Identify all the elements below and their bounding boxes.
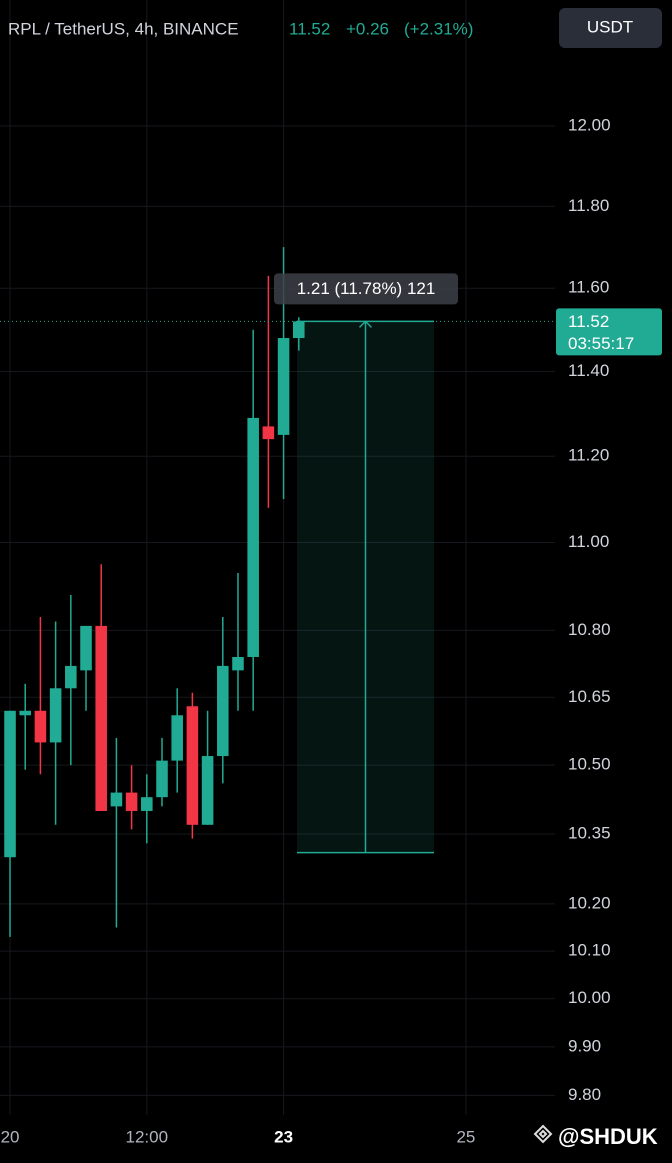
candle-body	[293, 321, 305, 339]
candle-body	[65, 665, 77, 689]
candle-body	[171, 715, 183, 761]
candle-body	[110, 792, 123, 807]
candle-body	[4, 710, 16, 858]
symbol-title: RPL / TetherUS, 4h, BINANCE	[8, 19, 239, 38]
candle-body	[95, 625, 107, 811]
candle-body	[186, 706, 199, 825]
candle-body	[125, 792, 138, 811]
price-tag	[556, 308, 662, 356]
candle-body	[262, 426, 275, 440]
candle-body	[247, 417, 259, 657]
measure-arrowhead	[358, 320, 373, 328]
y-tick-label: 10.65	[568, 687, 611, 706]
measure-label-box	[274, 273, 458, 305]
x-tick-label: 20	[1, 1127, 20, 1146]
measure-label: 1.21 (11.78%) 121	[297, 279, 436, 298]
currency-label[interactable]: USDT	[587, 17, 633, 36]
candle-body	[49, 688, 62, 743]
y-tick-label: 10.35	[568, 824, 611, 843]
y-tick-label: 11.40	[568, 361, 609, 380]
candle-body	[19, 710, 32, 716]
y-tick-label: 12.00	[568, 115, 611, 134]
candle-body	[34, 710, 47, 743]
x-tick-label: 12:00	[126, 1127, 169, 1146]
watermark: @SHDUK	[558, 1124, 658, 1149]
y-tick-label: 11.20	[568, 446, 609, 465]
candle-body	[141, 797, 153, 811]
candle-body	[277, 338, 290, 435]
y-tick-label: 10.10	[568, 941, 611, 960]
y-tick-label: 10.00	[568, 988, 611, 1007]
price-tag-label: 11.52	[568, 312, 609, 331]
header-price: 11.52	[289, 19, 330, 38]
y-tick-label: 11.80	[568, 196, 609, 215]
x-tick-label: 23	[274, 1127, 293, 1146]
countdown: 03:55:17	[568, 334, 634, 353]
watermark-logo	[533, 1124, 553, 1144]
x-tick-label: 25	[456, 1127, 475, 1146]
candle-body	[232, 656, 244, 671]
candle-body	[80, 625, 92, 671]
y-tick-label: 10.20	[568, 893, 611, 912]
y-tick-label: 11.00	[568, 532, 609, 551]
candle-body	[156, 760, 168, 798]
currency-button[interactable]	[559, 8, 662, 48]
header-change: +0.26	[346, 19, 389, 38]
candle-body	[201, 756, 214, 825]
y-tick-label: 10.80	[568, 620, 611, 639]
grid	[0, 0, 555, 1115]
y-tick-label: 10.50	[568, 755, 611, 774]
y-tick-label: 9.90	[568, 1036, 601, 1055]
candle-body	[217, 665, 229, 757]
overlay: 9.80 9.90 10.00 10.10 10.20 10.35 10.50 10.65 10…	[0, 115, 662, 1146]
header-change-pct: (+2.31%)	[404, 19, 473, 38]
marks	[4, 247, 305, 937]
y-tick-label: 9.80	[568, 1085, 601, 1104]
y-tick-label: 11.60	[568, 278, 609, 297]
